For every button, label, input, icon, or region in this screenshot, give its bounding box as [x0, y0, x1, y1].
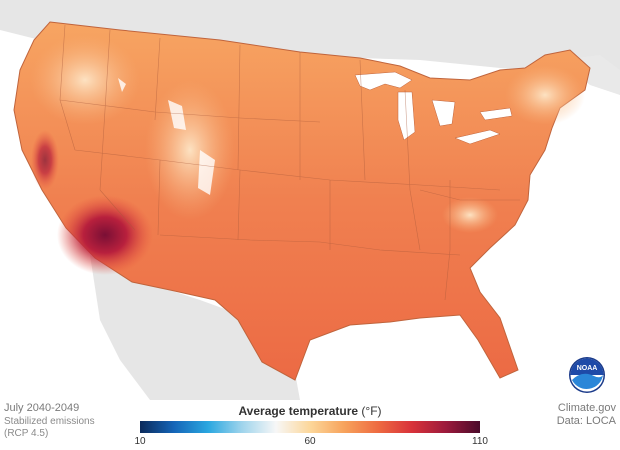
noaa-logo-text: NOAA — [577, 365, 598, 372]
mexico-land — [90, 255, 300, 400]
legend-title-text: Average temperature — [238, 404, 359, 418]
time-period-label: July 2040-2049 — [4, 402, 80, 414]
scenario-code-label: (RCP 4.5) — [4, 428, 49, 439]
state-borders — [59, 24, 520, 301]
legend-title: Average temperature (°F) — [0, 404, 620, 418]
noaa-logo: NOAA — [569, 357, 605, 393]
temperature-map — [0, 0, 620, 400]
data-credit: Data: LOCA — [556, 415, 616, 427]
great-lakes — [354, 71, 513, 145]
snow-peaks — [118, 78, 215, 195]
central-valley-hot — [31, 130, 59, 190]
color-scale-bar — [140, 421, 480, 433]
northeast-cool — [505, 65, 585, 125]
legend-tick-max: 110 — [472, 436, 488, 447]
northwest-cool — [30, 35, 140, 125]
desert-hotspot — [57, 195, 153, 275]
scenario-label: Stabilized emissions — [4, 416, 95, 427]
legend-tick-mid: 60 — [304, 436, 316, 447]
appalachian-cool — [442, 197, 498, 233]
source-credit: Climate.gov — [557, 402, 616, 414]
legend-tick-min: 10 — [134, 436, 146, 447]
legend-unit: (°F) — [361, 404, 382, 418]
rockies-cool — [145, 80, 235, 220]
canada-land — [0, 0, 620, 95]
